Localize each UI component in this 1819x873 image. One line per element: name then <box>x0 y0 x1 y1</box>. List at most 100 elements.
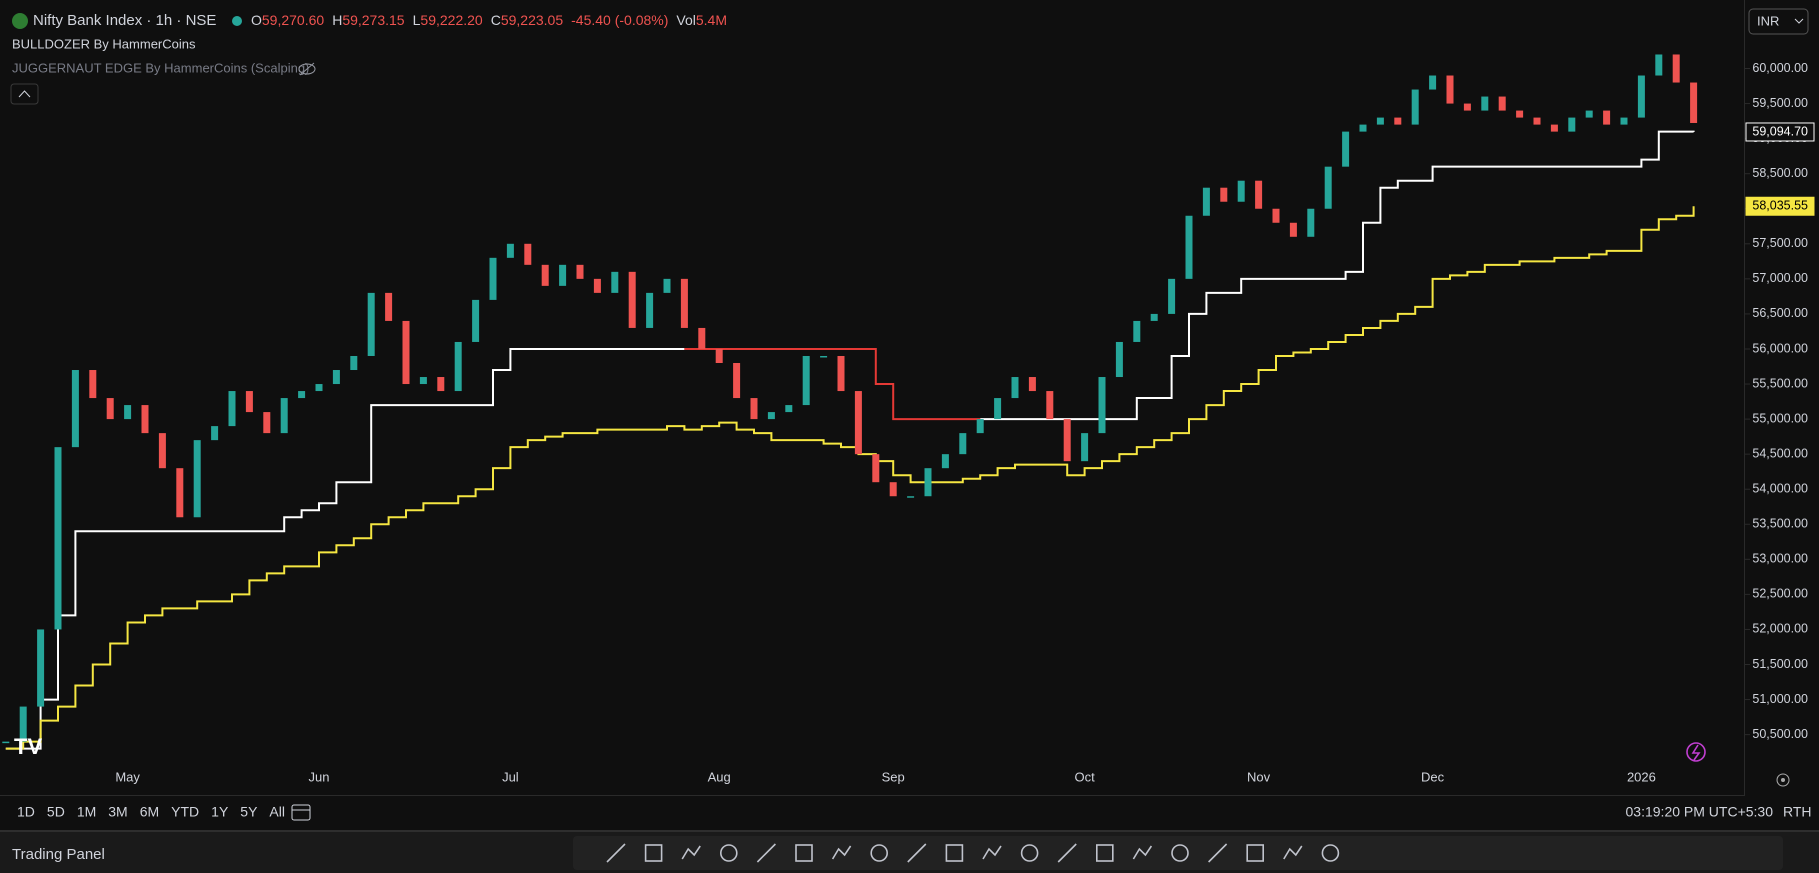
candle <box>663 278 671 293</box>
candle <box>767 412 775 420</box>
candle <box>1046 391 1054 420</box>
candle <box>350 355 358 371</box>
tool-icon[interactable] <box>870 844 889 862</box>
indicator-name[interactable]: JUGGERNAUT EDGE By HammerCoins (Scalping… <box>12 60 309 75</box>
tool-icon[interactable] <box>719 844 738 862</box>
tool-icon[interactable] <box>606 843 626 863</box>
candle <box>193 440 201 518</box>
tool-icon[interactable] <box>945 844 964 862</box>
x-tick-label: Nov <box>1247 769 1271 784</box>
candle <box>698 327 706 349</box>
range-button[interactable]: 1Y <box>211 804 229 820</box>
candle <box>245 391 253 413</box>
indicator-name[interactable]: BULLDOZER By HammerCoins <box>12 36 196 51</box>
y-tick-label: 51,500.00 <box>1752 657 1808 671</box>
range-button[interactable]: All <box>269 804 285 820</box>
candle <box>176 468 184 518</box>
candle <box>1568 117 1576 132</box>
y-tick-label: 51,000.00 <box>1752 692 1808 706</box>
currency-button[interactable]: INR <box>1748 8 1809 35</box>
range-button[interactable]: YTD <box>171 804 199 820</box>
plot-area: 50,500.00 51,000.00 51,500.00 52,000.00 52,5… <box>2 54 1815 784</box>
tool-icon[interactable] <box>1096 844 1114 862</box>
candle <box>1289 222 1297 237</box>
candle <box>680 278 688 328</box>
candle <box>1028 377 1036 392</box>
y-tick-label: 57,000.00 <box>1752 271 1808 285</box>
tool-icon[interactable] <box>1283 845 1303 860</box>
y-tick-label: 56,500.00 <box>1752 306 1808 320</box>
x-tick-label: Oct <box>1074 769 1095 784</box>
tool-icon[interactable] <box>1132 845 1153 860</box>
range-button[interactable]: 5Y <box>240 804 258 820</box>
range-button[interactable]: 6M <box>140 804 159 820</box>
candle <box>1620 117 1628 125</box>
candle <box>1411 89 1419 125</box>
candle <box>1168 278 1176 314</box>
candle <box>750 398 758 420</box>
range-button[interactable]: 5D <box>47 804 65 820</box>
drawing-toolbar <box>573 836 1783 870</box>
candle <box>1603 110 1611 125</box>
tool-icon[interactable] <box>1171 844 1189 862</box>
tool-glyph <box>907 843 927 863</box>
range-button[interactable]: 3M <box>108 804 127 820</box>
candle <box>54 447 62 630</box>
tool-icon[interactable] <box>644 844 663 862</box>
y-tick-label: 54,500.00 <box>1752 446 1808 460</box>
ohlc: O59,270.60 H59,273.15 L59,222.20 C59,223.05… <box>251 12 727 28</box>
axis-border <box>0 795 1745 796</box>
indicator-line <box>5 130 1695 750</box>
candle <box>1429 75 1437 90</box>
tool-icon[interactable] <box>982 845 1002 860</box>
candle <box>472 299 480 342</box>
tool-glyph <box>644 844 663 862</box>
x-tick-label: Sep <box>882 769 905 784</box>
date-range-icon[interactable] <box>291 804 311 821</box>
candle <box>1672 54 1680 83</box>
symbol-logo <box>12 13 28 29</box>
candle <box>1098 377 1106 434</box>
candle <box>454 341 462 392</box>
tool-icon[interactable] <box>1246 844 1264 862</box>
tool-icon[interactable] <box>907 843 927 863</box>
tool-icon[interactable] <box>756 843 776 863</box>
x-tick-label: Dec <box>1421 769 1445 784</box>
candle <box>1550 124 1558 132</box>
price-marker <box>1745 196 1815 216</box>
tool-icon[interactable] <box>795 844 813 862</box>
candle <box>854 391 862 455</box>
candle <box>332 370 340 385</box>
settings-icon[interactable] <box>1776 773 1790 787</box>
candle <box>1011 377 1019 399</box>
candle <box>106 398 114 420</box>
candle <box>1516 110 1524 118</box>
hide-icon[interactable] <box>298 62 316 76</box>
candle <box>1498 96 1506 111</box>
candle <box>1150 313 1158 321</box>
currency: INR <box>1757 13 1779 28</box>
candle <box>1063 419 1071 462</box>
tool-icon[interactable] <box>1321 844 1340 862</box>
candle <box>228 391 236 427</box>
candle <box>1585 110 1593 118</box>
trading-panel-tab[interactable]: Trading Panel <box>12 846 105 863</box>
collapse-button[interactable] <box>10 83 39 105</box>
x-tick-label: 2026 <box>1627 769 1656 784</box>
alert-icon[interactable] <box>1686 742 1706 762</box>
range-button[interactable]: 1D <box>17 804 35 820</box>
tool-icon[interactable] <box>681 845 701 860</box>
tool-icon[interactable] <box>1020 844 1039 862</box>
symbol-title: Nifty Bank Index · 1h · NSE <box>33 12 216 29</box>
candle <box>1655 54 1663 76</box>
candle <box>889 482 897 497</box>
tool-glyph <box>606 843 626 863</box>
session[interactable]: RTH <box>1783 804 1812 820</box>
tool-icon[interactable] <box>831 845 852 860</box>
candle <box>1463 103 1471 111</box>
y-tick-label: 58,500.00 <box>1752 166 1808 180</box>
tool-icon[interactable] <box>1208 843 1228 863</box>
y-tick-label: 60,000.00 <box>1752 61 1808 75</box>
range-button[interactable]: 1M <box>77 804 96 820</box>
tool-icon[interactable] <box>1057 843 1077 863</box>
